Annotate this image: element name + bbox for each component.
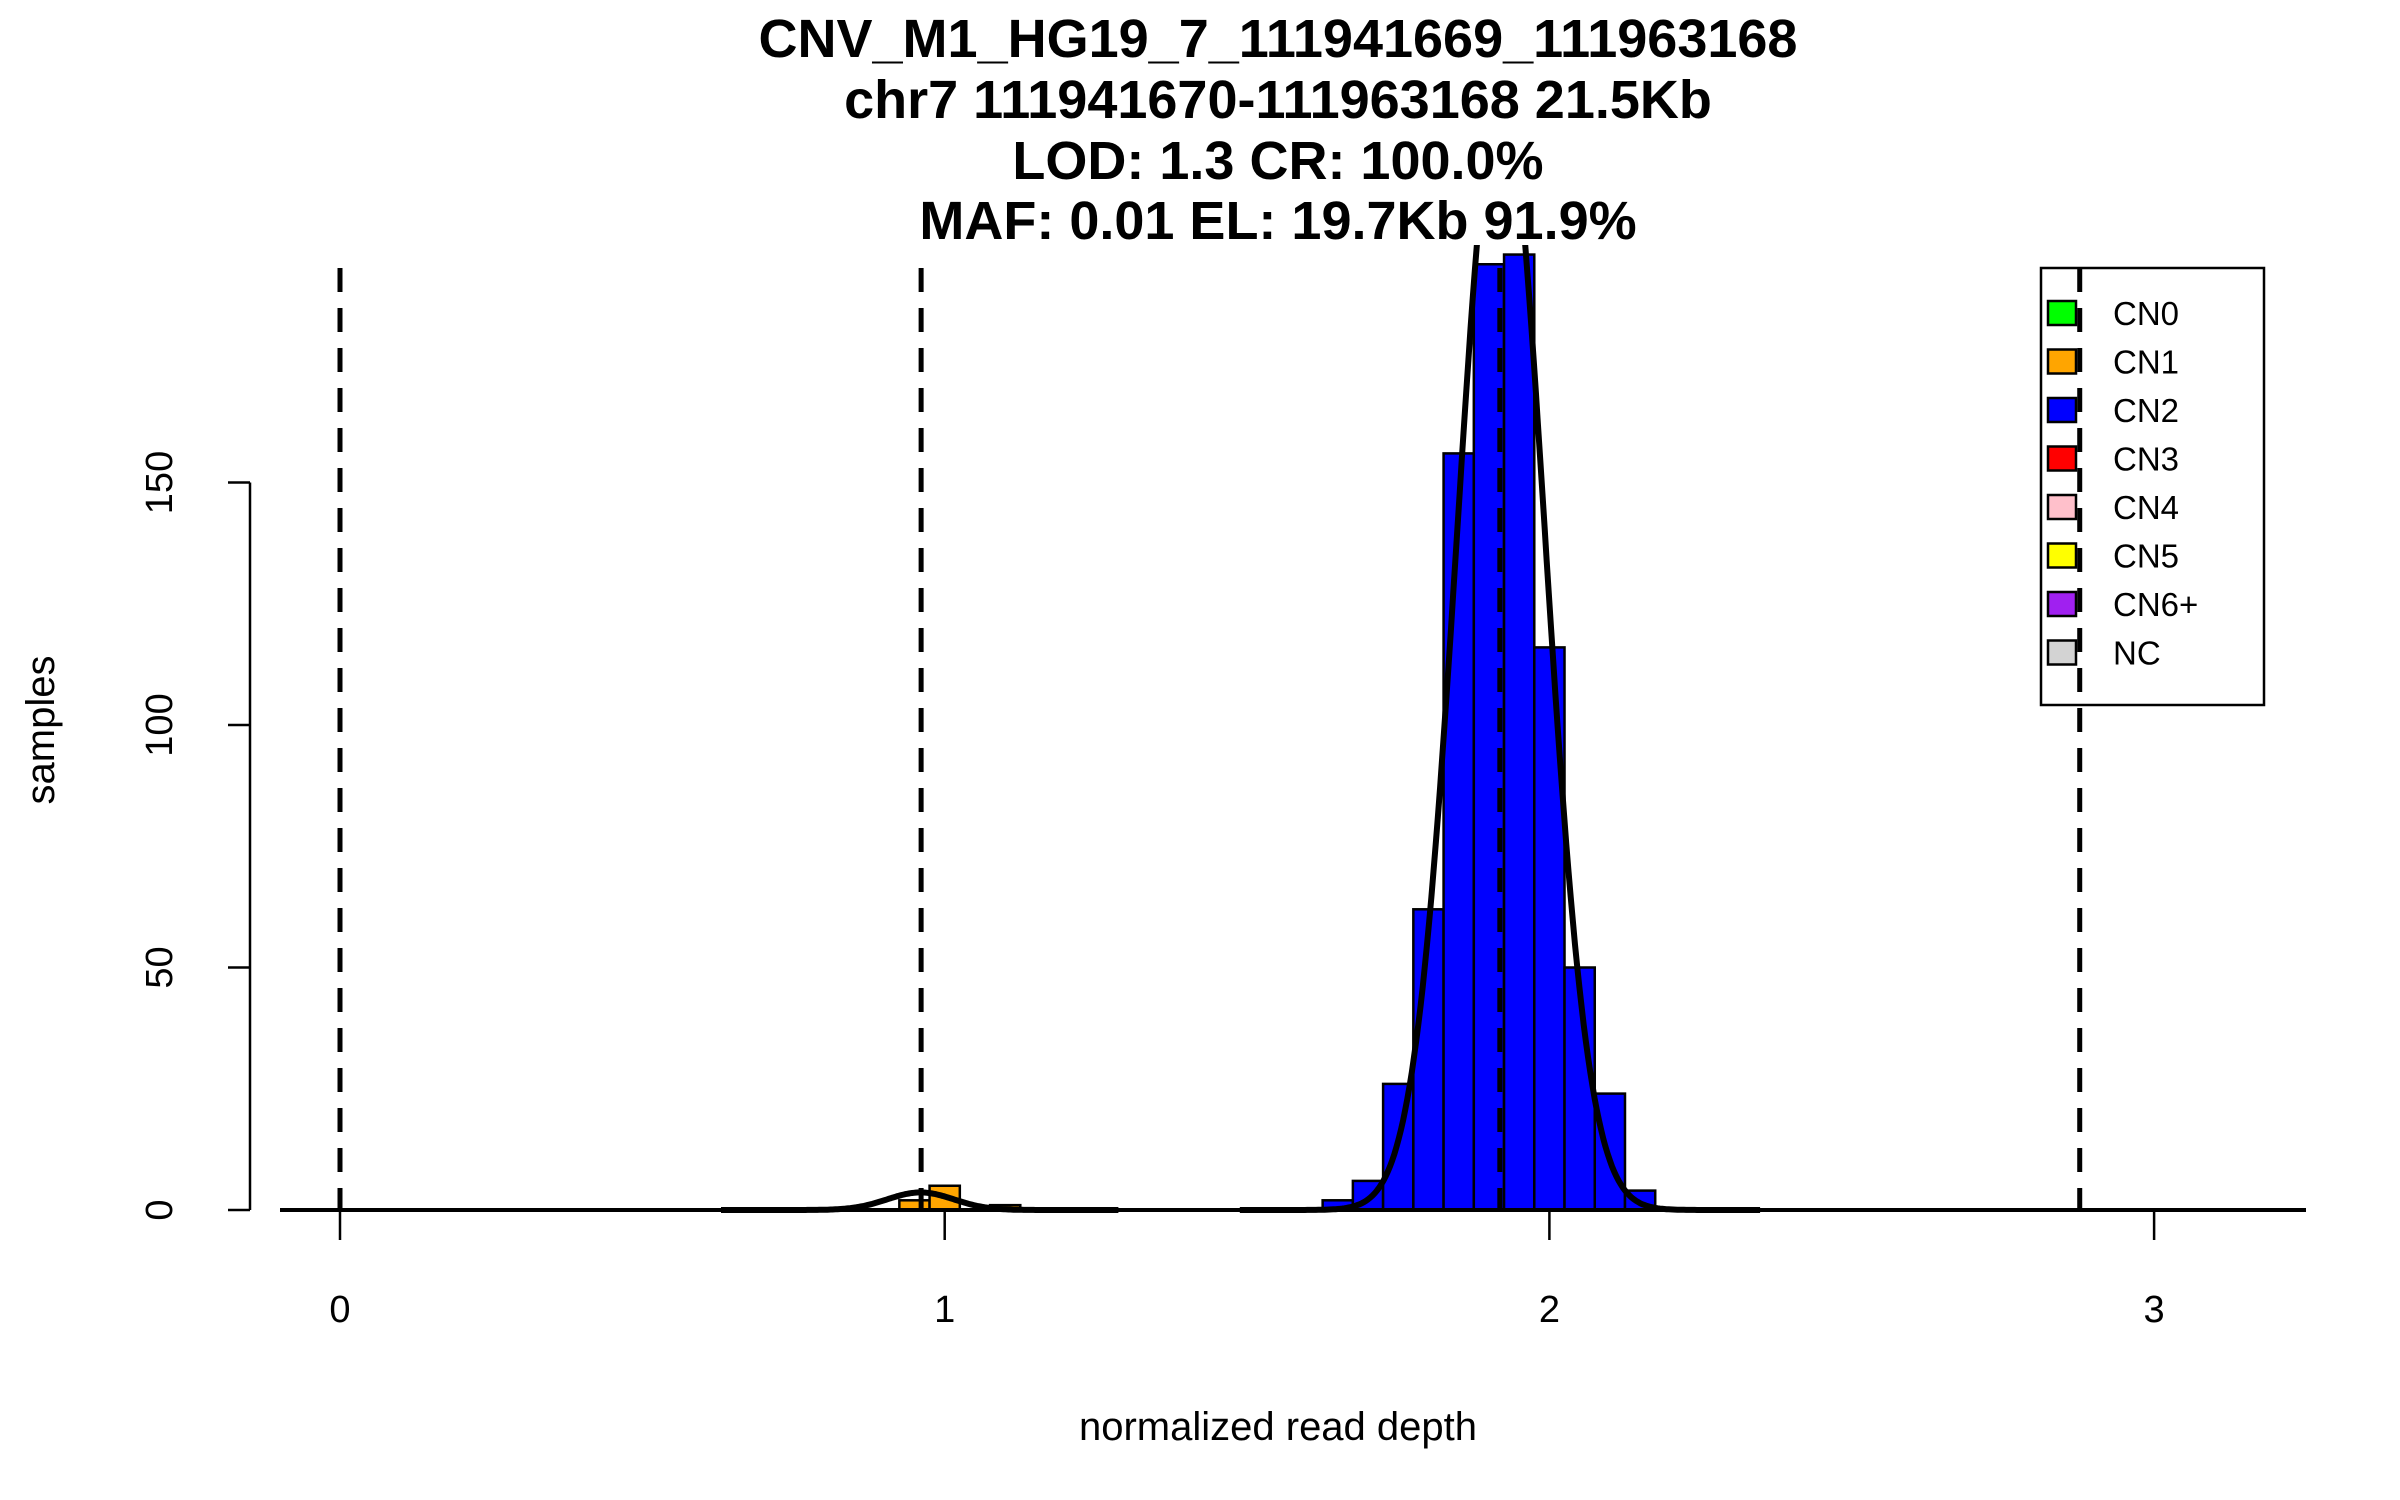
legend-item-cn6plus: CN6+ [2046,586,2198,623]
legend-label: NC [2113,635,2161,672]
legend-swatch [2046,493,2078,521]
y-axis: 0 50 100 150 [139,451,252,1221]
copy-number-dashed-lines [337,268,2083,1210]
legend-swatch [2046,590,2078,618]
x-tick-label: 1 [934,1289,955,1331]
legend-item-cn4: CN4 [2046,489,2179,526]
legend-label: CN1 [2113,344,2179,381]
fit-curves [721,245,1761,1213]
title-line-3: LOD: 1.3 CR: 100.0% [1012,131,1543,191]
bar-cn2 [1442,452,1476,1212]
legend-swatch [2046,348,2078,375]
legend-swatch [2046,396,2078,424]
y-tick-label: 100 [139,693,181,756]
legend-item-cn3: CN3 [2046,441,2179,478]
legend-label: CN4 [2113,489,2179,526]
y-tick-label: 0 [139,1199,181,1220]
bar-cn2 [1502,253,1536,1212]
legend-label: CN6+ [2113,586,2198,623]
legend-box [2039,266,2266,707]
y-tick-label: 50 [139,946,181,988]
x-tick-label: 0 [329,1289,350,1331]
histogram-bars [898,253,1657,1212]
title-line-2: chr7 111941670-111963168 21.5Kb [844,70,1712,130]
legend-item-nc: NC [2046,635,2161,672]
legend-swatch [2046,639,2078,666]
legend-swatch [2046,445,2078,472]
fit-curve-cn2 [1239,245,1761,1213]
chart-title: CNV_M1_HG19_7_111941669_111963168 chr7 1… [759,9,1798,251]
legend-label: CN0 [2113,295,2179,332]
legend-swatch [2046,542,2078,569]
bar-cn2 [1472,263,1506,1212]
x-tick-label: 3 [2144,1289,2165,1331]
title-line-4: MAF: 0.01 EL: 19.7Kb 91.9% [919,191,1636,251]
legend-item-cn1: CN1 [2046,344,2179,381]
x-axis-title: normalized read depth [1079,1405,1477,1449]
x-axis: 0 1 2 3 [329,1210,2165,1331]
legend-item-cn2: CN2 [2046,392,2179,429]
y-axis-title: samples [19,656,63,805]
legend-item-cn0: CN0 [2046,295,2179,332]
legend-label: CN5 [2113,538,2179,575]
title-line-1: CNV_M1_HG19_7_111941669_111963168 [759,9,1798,69]
legend-swatch [2046,299,2078,327]
legend-item-cn5: CN5 [2046,538,2179,575]
y-tick-label: 150 [139,451,181,514]
x-tick-label: 2 [1539,1289,1560,1331]
legend: CN0 CN1 CN2 CN3 CN4 CN5 CN6+ NC [2039,266,2266,707]
legend-label: CN3 [2113,441,2179,478]
legend-label: CN2 [2113,392,2179,429]
